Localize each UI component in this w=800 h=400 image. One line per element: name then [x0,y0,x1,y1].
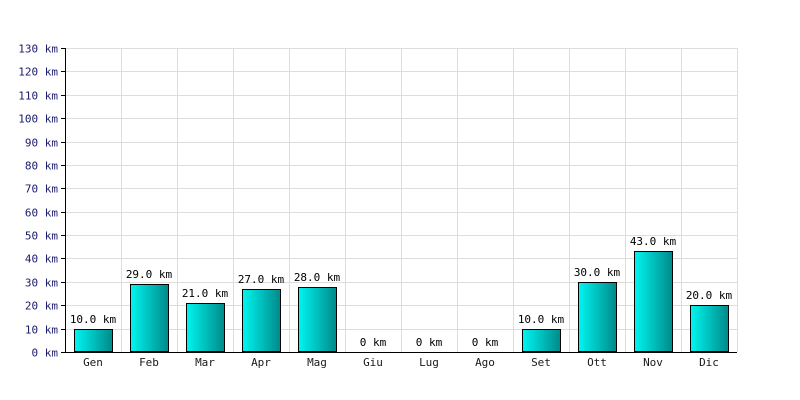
x-tick-label-set: Set [531,356,551,369]
bar-ott [578,282,617,352]
y-tick-label: 120 km [18,66,58,79]
x-axis-ticks: Gen Feb Mar Apr Mag Giu Lug Ago Set Ott Nov Dic [83,356,719,369]
data-label-feb: 29.0 km [126,268,173,281]
x-tick-label-dic: Dic [699,356,719,369]
data-labels: 10.0 km 29.0 km 21.0 km 27.0 km 28.0 km 0 km 0… [70,235,733,349]
bar-apr [242,289,281,352]
data-label-ago: 0 km [472,336,499,349]
data-label-dic: 20.0 km [686,289,733,302]
x-tick-label-ott: Ott [587,356,607,369]
data-label-apr: 27.0 km [238,273,285,286]
y-tick-label: 80 km [25,160,58,173]
data-label-set: 10.0 km [518,313,565,326]
y-tick-label: 30 km [25,277,58,290]
y-tick-label: 100 km [18,113,58,126]
data-label-ott: 30.0 km [574,266,621,279]
bar-feb [130,284,169,352]
x-tick-label-mag: Mag [307,356,327,369]
axes [61,48,737,353]
y-tick-label: 130 km [18,43,58,56]
x-tick-label-nov: Nov [643,356,663,369]
x-tick-label-lug: Lug [419,356,439,369]
data-label-giu: 0 km [360,336,387,349]
bar-set [522,329,561,352]
bar-gen [74,329,113,352]
x-tick-label-gen: Gen [83,356,103,369]
x-tick-label-mar: Mar [195,356,215,369]
y-tick-label: 50 km [25,230,58,243]
y-tick-label: 20 km [25,300,58,313]
y-tick-label: 70 km [25,183,58,196]
bar-mag [298,287,337,352]
grid [65,48,738,352]
data-label-mag: 28.0 km [294,271,341,284]
y-tick-label: 110 km [18,90,58,103]
x-tick-label-apr: Apr [251,356,271,369]
data-label-mar: 21.0 km [182,287,229,300]
bar-nov [634,251,673,352]
y-tick-label: 60 km [25,207,58,220]
x-tick-label-giu: Giu [363,356,383,369]
data-label-lug: 0 km [416,336,443,349]
x-tick-label-ago: Ago [475,356,495,369]
bar-mar [186,303,225,352]
bars [74,251,729,352]
y-tick-label: 10 km [25,324,58,337]
x-tick-label-feb: Feb [139,356,159,369]
y-tick-label: 0 km [32,347,59,360]
data-label-gen: 10.0 km [70,313,117,326]
y-tick-label: 40 km [25,253,58,266]
data-label-nov: 43.0 km [630,235,677,248]
y-axis-ticks: 0 km 10 km 20 km 30 km 40 km 50 km 60 km 70 km 8… [18,43,65,360]
bar-dic [690,305,729,352]
y-tick-label: 90 km [25,137,58,150]
